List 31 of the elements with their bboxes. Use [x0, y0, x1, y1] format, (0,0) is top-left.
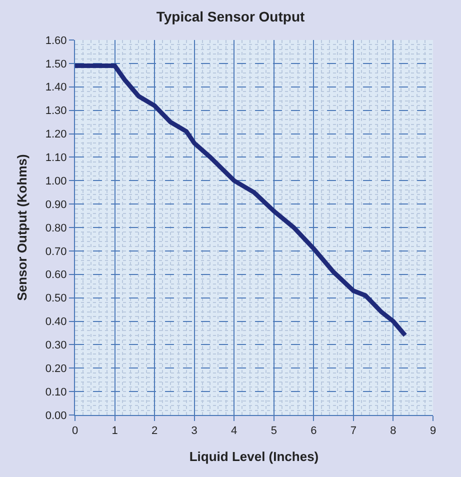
y-tick-label: 1.20	[45, 128, 67, 141]
y-tick-label: 0.50	[45, 292, 67, 305]
x-tick-label: 7	[350, 425, 357, 438]
y-tick-label: 0.40	[45, 316, 67, 328]
x-tick-label: 1	[112, 425, 118, 438]
y-tick-label: 0.70	[45, 246, 67, 258]
line-series	[75, 64, 408, 338]
y-tick-label: 0.80	[45, 222, 67, 234]
y-tick-label: 0.90	[45, 198, 67, 211]
y-tick-label: 1.40	[45, 82, 67, 94]
x-tick-label: 4	[231, 425, 238, 438]
y-tick-label: 1.00	[45, 175, 67, 188]
y-tick-label: 0.10	[45, 386, 67, 398]
y-tick-label: 1.30	[45, 105, 67, 118]
y-tick-label: 1.50	[45, 58, 67, 70]
y-tick-label: 0.00	[45, 410, 67, 422]
x-tick-label: 2	[151, 425, 158, 438]
x-axis-title: Liquid Level (Inches)	[189, 448, 319, 464]
chart-title: Typical Sensor Output	[156, 8, 305, 25]
y-tick-label: 1.60	[45, 34, 67, 47]
y-tick-label: 0.60	[45, 269, 67, 282]
x-tick-label: 3	[191, 425, 198, 438]
x-tick-label: 9	[430, 425, 436, 438]
y-tick-label: 0.20	[45, 362, 67, 375]
x-tick-label: 5	[270, 425, 277, 438]
y-tick-label: 0.30	[45, 340, 67, 352]
y-tick-label: 1.10	[45, 152, 67, 164]
x-tick-label: 6	[310, 425, 317, 438]
x-tick-label: 0	[72, 425, 78, 438]
x-tick-label: 8	[390, 425, 396, 438]
y-axis-title: Sensor Output (Kohms)	[14, 154, 30, 301]
